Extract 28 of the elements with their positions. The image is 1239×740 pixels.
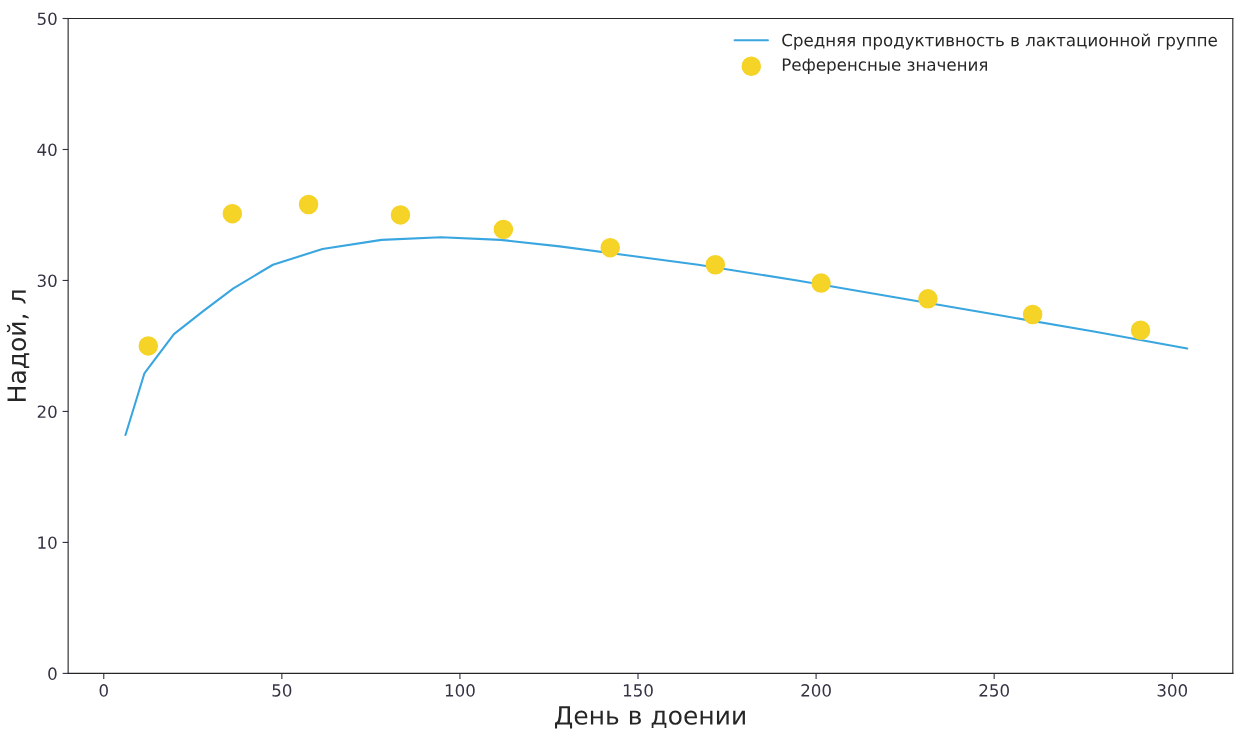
point [138, 336, 159, 356]
y-tick-label: 40 [37, 143, 57, 157]
legend-label: Референсные значения [782, 58, 987, 75]
x-axis-title: День в доении [555, 706, 745, 729]
point [705, 254, 726, 275]
x-tick-label: 250 [979, 684, 1009, 697]
x-tick-label: 150 [623, 684, 653, 697]
y-tick-label: 30 [37, 274, 57, 288]
y-tick-label: 0 [48, 667, 57, 680]
x-tick-label: 0 [99, 684, 108, 697]
x-tick-label: 300 [1157, 684, 1188, 697]
y-tick-label: 50 [37, 12, 57, 26]
x-tick-label: 200 [801, 684, 831, 697]
point [918, 289, 938, 309]
y-tick-label: 20 [37, 405, 57, 419]
x-tick-label: 100 [445, 684, 475, 697]
point [1130, 320, 1151, 340]
point [811, 273, 831, 293]
point [222, 203, 243, 224]
point [1022, 304, 1043, 325]
x-tick-label: 50 [272, 684, 292, 697]
point [493, 219, 514, 240]
y-axis-title: Надой, л [6, 290, 30, 401]
point [600, 237, 620, 258]
legend-label: Средняя продуктивность в лактационной группе [782, 33, 1217, 50]
point [298, 194, 319, 215]
y-tick-label: 10 [38, 536, 57, 549]
point [390, 205, 411, 225]
